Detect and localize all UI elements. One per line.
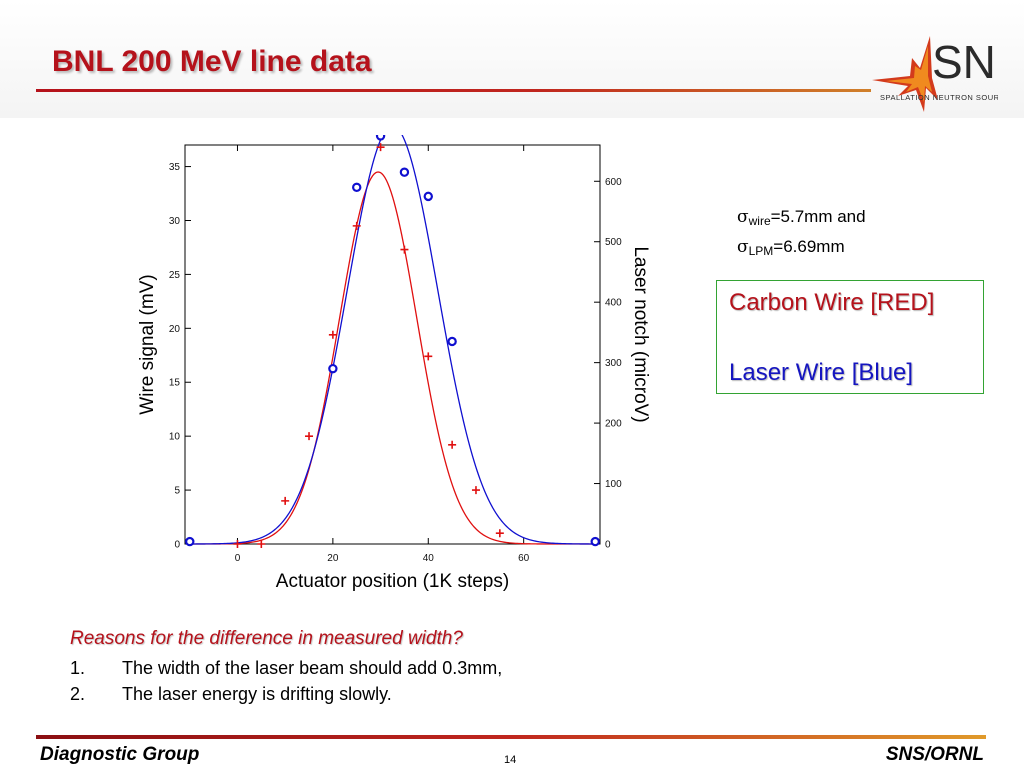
y-right-tick-label: 0: [605, 540, 611, 551]
data-point-plus: [233, 540, 242, 548]
y-left-tick-label: 5: [174, 486, 180, 497]
data-point-plus: [495, 529, 504, 538]
data-point-plus: [257, 540, 266, 548]
legend-box: Carbon Wire [RED] Laser Wire [Blue]: [716, 280, 984, 394]
footer-rule: [36, 735, 986, 739]
data-point-plus: [352, 221, 361, 230]
reason-number: 1.: [70, 658, 86, 678]
sigma-wire-symbol: σ: [737, 207, 749, 227]
reasons-title: Reasons for the difference in measured w…: [70, 628, 463, 649]
title-rule: [36, 89, 871, 92]
sigma-lpm-text: =6.69mm: [773, 237, 845, 256]
data-point-circle: [399, 167, 410, 177]
page-number: 14: [504, 754, 517, 766]
data-point-plus: [424, 352, 433, 361]
footer-group: Diagnostic Group: [40, 744, 200, 765]
fit-curves: [192, 135, 593, 545]
reason-number: 2.: [70, 684, 86, 704]
sns-logo: SNS SPALLATION NEUTRON SOURCE: [872, 36, 998, 112]
y-right-tick-label: 600: [605, 177, 622, 188]
y-right-tick-label: 300: [605, 358, 622, 369]
data-point-circle: [590, 536, 600, 547]
reason-item: 2. The laser energy is drifting slowly.: [70, 684, 392, 705]
y-right-tick-label: 500: [605, 237, 622, 248]
data-point-circle: [423, 191, 433, 202]
y-left-tick-label: 15: [169, 378, 181, 389]
sigma-values: σwire=5.7mm and σLPM=6.69mm: [737, 204, 866, 264]
y-left-tick-label: 20: [169, 324, 181, 335]
footer-org: SNS/ORNL: [885, 744, 984, 765]
reason-text: The laser energy is drifting slowly.: [122, 684, 392, 704]
data-point-circle: [352, 182, 362, 193]
y-left-tick-label: 30: [169, 216, 181, 227]
data-point-plus: [281, 496, 290, 505]
y-right-tick-label: 100: [605, 479, 622, 490]
y-left-tick-label: 10: [169, 432, 181, 443]
fit-curve-series-0: [192, 171, 593, 545]
data-point-plus: [376, 143, 385, 152]
data-points: [185, 135, 600, 548]
y-axis-title-right: Laser notch (microV): [630, 246, 651, 422]
logo-name: SNS: [932, 36, 998, 88]
sigma-wire: σwire=5.7mm and: [737, 204, 866, 234]
data-point-circle: [185, 536, 195, 547]
reason-item: 1. The width of the laser beam should add…: [70, 658, 502, 679]
reason-text: The width of the laser beam should add 0…: [122, 658, 503, 678]
y-left-tick-label: 0: [174, 540, 180, 551]
y-left-tick-label: 35: [169, 162, 181, 173]
y-right-tick-label: 200: [605, 419, 622, 430]
y-left-tick-label: 25: [169, 270, 181, 281]
x-tick-label: 0: [235, 553, 241, 564]
sigma-wire-text: =5.7mm and: [770, 207, 866, 226]
data-point-plus: [305, 432, 314, 441]
x-axis-title: Actuator position (1K steps): [276, 571, 509, 592]
legend-laser-wire: Laser Wire [Blue]: [729, 359, 914, 386]
data-point-circle: [328, 363, 338, 374]
data-point-circle: [375, 135, 386, 141]
legend-carbon-wire: Carbon Wire [RED]: [729, 289, 935, 316]
header-band: [0, 0, 1024, 118]
x-tick-label: 40: [423, 553, 435, 564]
fit-curve-series-1: [192, 135, 593, 545]
y-right-tick-label: 400: [605, 298, 622, 309]
sigma-lpm-symbol: σ: [737, 237, 749, 257]
data-point-plus: [471, 486, 480, 495]
width-comparison-chart: 0 20 40 60051015202530350100200300400500600…: [137, 135, 651, 592]
x-tick-label: 60: [518, 553, 530, 564]
data-point-circle: [447, 336, 457, 347]
data-point-plus: [328, 330, 337, 339]
data-point-plus: [448, 440, 457, 449]
x-tick-label: 20: [327, 553, 339, 564]
starburst-icon: [872, 36, 938, 112]
plot-frame: [184, 144, 601, 545]
data-point-plus: [400, 245, 409, 254]
sigma-wire-sub: wire: [748, 214, 771, 228]
sigma-lpm-sub: LPM: [748, 244, 774, 258]
sigma-lpm: σLPM=6.69mm: [737, 234, 866, 264]
logo-subtitle: SPALLATION NEUTRON SOURCE: [880, 93, 998, 102]
slide-title: BNL 200 MeV line data: [52, 45, 372, 78]
y-axis-title-left: Wire signal (mV): [137, 274, 158, 414]
